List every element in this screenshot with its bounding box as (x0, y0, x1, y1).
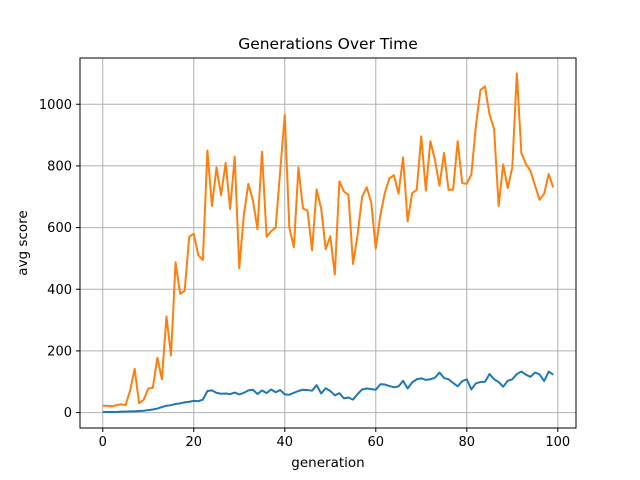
series-line-2 (102, 72, 555, 408)
plot-frame (79, 57, 577, 429)
y-tick-label: 600 (47, 221, 72, 236)
x-tick-label: 40 (276, 435, 293, 450)
y-tick-label: 200 (47, 344, 72, 359)
y-tick-label: 400 (47, 283, 72, 298)
x-tick-label: 20 (185, 435, 202, 450)
x-tick-label: 0 (99, 435, 107, 450)
y-tick-label: 1000 (39, 98, 72, 113)
x-tick-label: 80 (459, 435, 476, 450)
y-tick-label: 800 (47, 159, 72, 174)
y-axis-label: avg score (15, 210, 31, 275)
chart-title: Generations Over Time (238, 35, 418, 53)
x-tick-label: 60 (368, 435, 385, 450)
x-tick-label: 100 (545, 435, 570, 450)
series-line-1 (102, 370, 554, 413)
x-axis-label: generation (291, 455, 364, 471)
y-tick-label: 0 (64, 406, 72, 421)
data-series (102, 72, 555, 413)
